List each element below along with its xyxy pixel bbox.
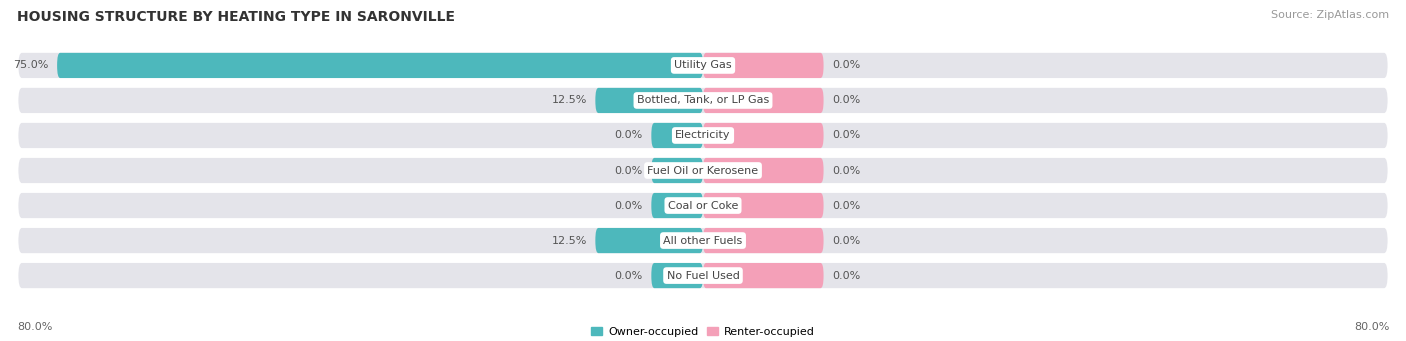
Text: Coal or Coke: Coal or Coke <box>668 201 738 210</box>
FancyBboxPatch shape <box>651 123 703 148</box>
Text: 0.0%: 0.0% <box>832 201 860 210</box>
FancyBboxPatch shape <box>18 88 1388 113</box>
FancyBboxPatch shape <box>595 228 703 253</box>
Text: 0.0%: 0.0% <box>614 165 643 176</box>
Text: 0.0%: 0.0% <box>832 131 860 140</box>
Text: 80.0%: 80.0% <box>1354 322 1389 332</box>
FancyBboxPatch shape <box>703 123 824 148</box>
Legend: Owner-occupied, Renter-occupied: Owner-occupied, Renter-occupied <box>586 322 820 341</box>
Text: Source: ZipAtlas.com: Source: ZipAtlas.com <box>1271 10 1389 20</box>
Text: Electricity: Electricity <box>675 131 731 140</box>
FancyBboxPatch shape <box>651 193 703 218</box>
Text: Bottled, Tank, or LP Gas: Bottled, Tank, or LP Gas <box>637 95 769 105</box>
Text: 0.0%: 0.0% <box>832 236 860 246</box>
FancyBboxPatch shape <box>18 228 1388 253</box>
Text: HOUSING STRUCTURE BY HEATING TYPE IN SARONVILLE: HOUSING STRUCTURE BY HEATING TYPE IN SAR… <box>17 10 456 24</box>
Text: 0.0%: 0.0% <box>614 201 643 210</box>
Text: Utility Gas: Utility Gas <box>675 60 731 71</box>
FancyBboxPatch shape <box>703 158 824 183</box>
Text: All other Fuels: All other Fuels <box>664 236 742 246</box>
Text: 0.0%: 0.0% <box>614 270 643 281</box>
FancyBboxPatch shape <box>703 228 824 253</box>
Text: 0.0%: 0.0% <box>832 270 860 281</box>
Text: No Fuel Used: No Fuel Used <box>666 270 740 281</box>
Text: 12.5%: 12.5% <box>551 95 586 105</box>
Text: 0.0%: 0.0% <box>832 95 860 105</box>
Text: Fuel Oil or Kerosene: Fuel Oil or Kerosene <box>647 165 759 176</box>
FancyBboxPatch shape <box>18 193 1388 218</box>
Text: 0.0%: 0.0% <box>614 131 643 140</box>
FancyBboxPatch shape <box>703 88 824 113</box>
Text: 0.0%: 0.0% <box>832 60 860 71</box>
FancyBboxPatch shape <box>703 193 824 218</box>
FancyBboxPatch shape <box>18 123 1388 148</box>
Text: 80.0%: 80.0% <box>17 322 52 332</box>
FancyBboxPatch shape <box>651 158 703 183</box>
Text: 12.5%: 12.5% <box>551 236 586 246</box>
FancyBboxPatch shape <box>703 53 824 78</box>
FancyBboxPatch shape <box>18 158 1388 183</box>
FancyBboxPatch shape <box>595 88 703 113</box>
FancyBboxPatch shape <box>703 263 824 288</box>
FancyBboxPatch shape <box>58 53 703 78</box>
Text: 0.0%: 0.0% <box>832 165 860 176</box>
FancyBboxPatch shape <box>18 263 1388 288</box>
Text: 75.0%: 75.0% <box>13 60 48 71</box>
FancyBboxPatch shape <box>18 53 1388 78</box>
FancyBboxPatch shape <box>651 263 703 288</box>
